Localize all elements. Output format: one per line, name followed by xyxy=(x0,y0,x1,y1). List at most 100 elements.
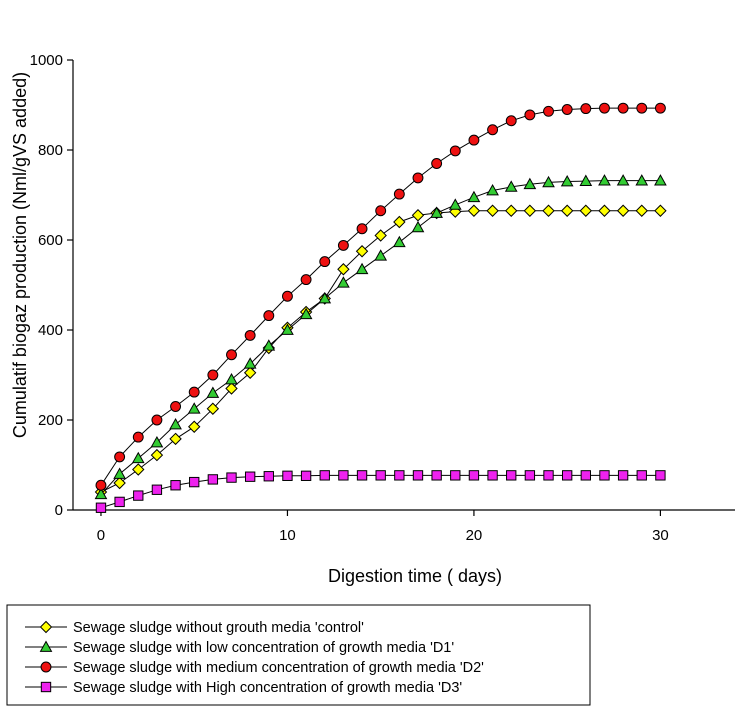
x-tick-label: 20 xyxy=(466,527,483,544)
data-point xyxy=(375,470,386,481)
data-point xyxy=(579,174,593,186)
y-tick-label: 0 xyxy=(55,502,63,519)
data-point xyxy=(132,431,144,443)
plot-area xyxy=(94,102,667,513)
data-point xyxy=(169,432,182,446)
series-line xyxy=(100,107,661,486)
y-tick-label: 600 xyxy=(38,232,63,249)
data-point xyxy=(337,263,350,276)
data-point xyxy=(560,174,574,187)
data-point xyxy=(655,470,666,481)
data-point xyxy=(188,386,200,398)
data-point xyxy=(412,172,424,184)
legend-label: Sewage sludge with medium concentration … xyxy=(73,660,484,676)
data-point xyxy=(616,174,630,186)
data-point xyxy=(113,467,126,479)
series-2 xyxy=(95,102,666,491)
data-point xyxy=(431,470,442,481)
y-tick-label: 400 xyxy=(38,322,63,339)
series-3 xyxy=(95,470,666,513)
data-point xyxy=(524,470,536,481)
data-point xyxy=(393,215,406,229)
data-point xyxy=(318,291,332,304)
data-point xyxy=(262,339,276,351)
data-point xyxy=(356,223,368,235)
data-point xyxy=(542,175,555,188)
data-point xyxy=(337,239,349,251)
data-point xyxy=(411,220,425,233)
data-point xyxy=(599,102,610,114)
x-axis-title: Digestion time ( days) xyxy=(328,566,502,586)
y-tick-label: 800 xyxy=(38,142,63,159)
data-point xyxy=(282,470,293,481)
legend-label: Sewage sludge with High concentration of… xyxy=(73,680,462,696)
data-point xyxy=(524,109,536,121)
x-tick-label: 10 xyxy=(279,527,296,544)
legend: Sewage sludge without grouth media 'cont… xyxy=(6,604,591,706)
data-point xyxy=(543,105,554,117)
data-point xyxy=(523,204,537,217)
y-tick-label: 200 xyxy=(38,412,63,429)
data-point xyxy=(150,448,164,462)
x-tick-label: 30 xyxy=(652,527,669,544)
data-point xyxy=(207,369,219,381)
data-point xyxy=(450,470,461,481)
data-point xyxy=(375,205,387,217)
legend-marker xyxy=(39,640,53,652)
data-point xyxy=(150,435,164,448)
data-point xyxy=(505,204,518,217)
data-point xyxy=(170,401,182,412)
data-point xyxy=(356,470,368,481)
data-point xyxy=(561,470,573,481)
data-point xyxy=(300,470,312,481)
data-point xyxy=(263,471,274,482)
data-point xyxy=(560,204,574,217)
data-point xyxy=(486,183,499,196)
legend-marker xyxy=(39,620,53,634)
data-point xyxy=(206,402,220,415)
data-point xyxy=(616,204,630,217)
data-point xyxy=(131,451,145,464)
data-point xyxy=(431,158,443,169)
data-point xyxy=(133,490,144,501)
series-0 xyxy=(94,204,667,499)
data-point xyxy=(635,174,649,186)
data-point xyxy=(654,204,667,217)
data-point xyxy=(394,470,405,481)
data-point xyxy=(319,256,331,268)
data-point xyxy=(580,470,591,481)
data-point xyxy=(580,103,592,115)
data-point xyxy=(337,276,350,288)
data-point xyxy=(226,472,237,483)
data-point xyxy=(206,386,220,398)
data-point xyxy=(393,188,405,200)
data-point xyxy=(504,180,518,192)
data-point xyxy=(598,204,611,217)
data-point xyxy=(95,502,107,513)
data-point xyxy=(505,115,517,127)
data-point xyxy=(654,174,667,186)
data-point xyxy=(579,204,593,217)
y-tick-label: 1000 xyxy=(30,52,63,69)
data-point xyxy=(635,204,648,217)
data-point xyxy=(543,470,554,481)
data-point xyxy=(487,470,498,481)
axes: 0 200 400 600 800 1000 0 10 20 30 xyxy=(30,52,735,544)
legend-item: Sewage sludge without grouth media 'cont… xyxy=(25,620,364,636)
data-point xyxy=(617,102,629,114)
data-point xyxy=(225,382,238,395)
data-point xyxy=(654,102,666,114)
legend-label: Sewage sludge without grouth media 'cont… xyxy=(73,620,364,636)
data-point xyxy=(468,470,480,481)
data-point xyxy=(113,476,126,490)
data-point xyxy=(226,349,237,361)
data-point xyxy=(94,487,108,500)
data-point xyxy=(467,190,481,203)
data-point xyxy=(636,102,648,114)
data-point xyxy=(300,274,312,286)
data-point xyxy=(412,470,424,481)
data-point xyxy=(355,262,369,275)
data-point xyxy=(187,402,201,414)
data-point xyxy=(114,496,125,508)
